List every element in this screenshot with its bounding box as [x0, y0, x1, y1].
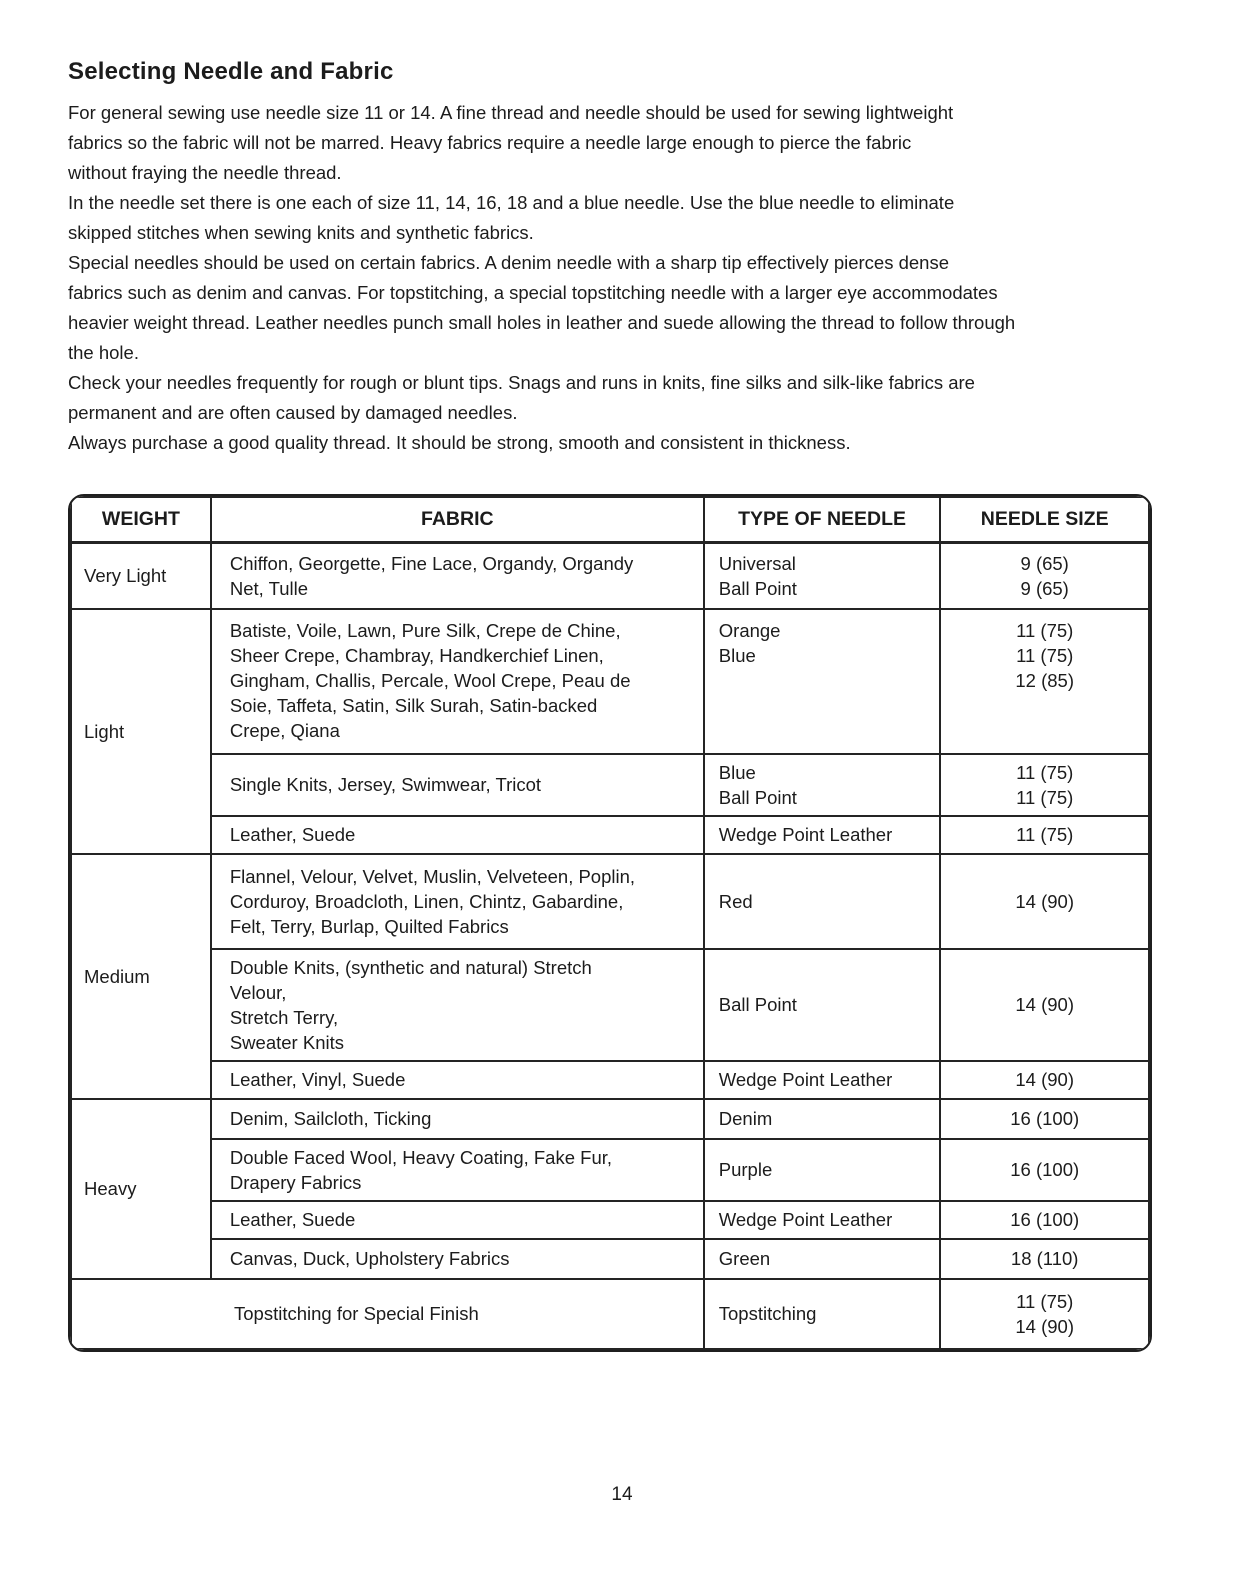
- table-row: Leather, Vinyl, Suede Wedge Point Leathe…: [71, 1059, 1150, 1100]
- page-title: Selecting Needle and Fabric: [68, 58, 394, 85]
- needle-type-cell: Wedge Point Leather: [702, 1199, 942, 1240]
- fabric-cell: Leather, Suede: [209, 814, 705, 855]
- table-row: Single Knits, Jersey, Swimwear, Tricot B…: [71, 752, 1150, 817]
- page-content: Selecting Needle and Fabric For general …: [68, 58, 1152, 1352]
- needle-size-cell: 11 (75) 14 (90): [939, 1277, 1150, 1350]
- needle-type-cell: Orange Blue: [702, 607, 942, 755]
- needle-type-cell: Ball Point: [702, 947, 942, 1062]
- needle-size-cell: 14 (90): [939, 947, 1150, 1062]
- weight-cell: Medium: [70, 852, 212, 1100]
- table-row: Canvas, Duck, Upholstery Fabrics Green 1…: [71, 1237, 1150, 1280]
- needle-type-cell: Green: [702, 1237, 942, 1280]
- fabric-cell: Canvas, Duck, Upholstery Fabrics: [209, 1237, 705, 1280]
- paragraph-general-sewing: For general sewing use needle size 11 or…: [68, 102, 954, 183]
- table-row: Very Light Chiffon, Georgette, Fine Lace…: [70, 541, 1150, 610]
- table-row: Leather, Suede Wedge Point Leather 11 (7…: [71, 814, 1150, 855]
- needle-size-cell: 11 (75) 11 (75): [939, 752, 1150, 817]
- needle-type-cell: Wedge Point Leather: [702, 1059, 942, 1100]
- paragraph-quality-thread: Always purchase a good quality thread. I…: [68, 432, 851, 453]
- fabric-cell: Double Knits, (synthetic and natural) St…: [209, 947, 705, 1062]
- table-row: Light Batiste, Voile, Lawn, Pure Silk, C…: [70, 607, 1150, 855]
- table-row: Topstitching for Special Finish Topstitc…: [70, 1277, 1150, 1350]
- needle-size-cell: 16 (100): [939, 1199, 1150, 1240]
- needle-type-cell: Topstitching: [702, 1277, 942, 1350]
- fabric-cell: Leather, Suede: [209, 1199, 705, 1240]
- fabric-cell: Double Faced Wool, Heavy Coating, Fake F…: [209, 1137, 705, 1202]
- table-row: Double Knits, (synthetic and natural) St…: [71, 947, 1150, 1062]
- table-row: Medium Flannel, Velour, Velvet, Muslin, …: [70, 852, 1150, 1100]
- needle-type-cell: Purple: [702, 1137, 942, 1202]
- col-header-weight: WEIGHT: [70, 496, 212, 544]
- needle-fabric-table: WEIGHT FABRIC TYPE OF NEEDLE NEEDLE SIZE…: [70, 496, 1150, 1350]
- weight-cell: Light: [70, 607, 212, 855]
- needle-size-cell: 9 (65) 9 (65): [939, 541, 1150, 610]
- needle-size-cell: 14 (90): [939, 852, 1150, 950]
- needle-type-cell: Denim: [702, 1097, 942, 1140]
- table-header-row: WEIGHT FABRIC TYPE OF NEEDLE NEEDLE SIZE: [70, 496, 1150, 544]
- paragraph-needle-set: In the needle set there is one each of s…: [68, 192, 955, 243]
- needle-type-cell: Wedge Point Leather: [702, 814, 942, 855]
- needle-size-cell: 11 (75): [939, 814, 1150, 855]
- table-row: Leather, Suede Wedge Point Leather 16 (1…: [71, 1199, 1150, 1240]
- weight-cell: Very Light: [70, 541, 212, 610]
- needle-size-cell: 18 (110): [939, 1237, 1150, 1280]
- col-header-fabric: FABRIC: [209, 496, 705, 544]
- col-header-needle-size: NEEDLE SIZE: [939, 496, 1150, 544]
- needle-fabric-table-wrapper: WEIGHT FABRIC TYPE OF NEEDLE NEEDLE SIZE…: [68, 494, 1152, 1352]
- fabric-cell: Flannel, Velour, Velvet, Muslin, Velvete…: [209, 852, 705, 950]
- fabric-cell: Batiste, Voile, Lawn, Pure Silk, Crepe d…: [209, 607, 705, 755]
- col-header-needle-type: TYPE OF NEEDLE: [702, 496, 942, 544]
- paragraph-special-needles: Special needles should be used on certai…: [68, 252, 1016, 363]
- table-row: Double Faced Wool, Heavy Coating, Fake F…: [71, 1137, 1150, 1202]
- needle-size-cell: 14 (90): [939, 1059, 1150, 1100]
- needle-size-cell: 16 (100): [939, 1137, 1150, 1202]
- fabric-cell: Denim, Sailcloth, Ticking: [209, 1097, 705, 1140]
- needle-type-cell: Blue Ball Point: [702, 752, 942, 817]
- needle-size-cell: 11 (75) 11 (75) 12 (85): [939, 607, 1150, 755]
- fabric-cell: Leather, Vinyl, Suede: [209, 1059, 705, 1100]
- fabric-cell: Topstitching for Special Finish: [70, 1277, 705, 1350]
- fabric-cell: Single Knits, Jersey, Swimwear, Tricot: [209, 752, 705, 817]
- page-number: 14: [611, 1484, 633, 1505]
- needle-size-cell: 16 (100): [939, 1097, 1150, 1140]
- table-row: Heavy Denim, Sailcloth, Ticking Denim 16…: [70, 1097, 1150, 1280]
- needle-type-cell: Red: [702, 852, 942, 950]
- weight-cell: Heavy: [70, 1097, 212, 1280]
- paragraph-check-needles: Check your needles frequently for rough …: [68, 372, 975, 423]
- needle-type-cell: Universal Ball Point: [702, 541, 942, 610]
- fabric-cell: Chiffon, Georgette, Fine Lace, Organdy, …: [209, 541, 705, 610]
